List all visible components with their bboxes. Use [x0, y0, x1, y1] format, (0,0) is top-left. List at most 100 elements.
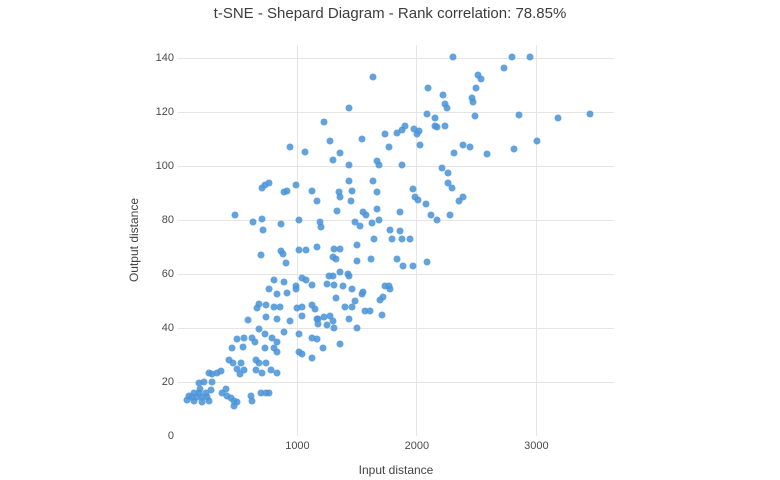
data-point: [533, 137, 541, 145]
data-point: [375, 216, 383, 224]
data-point: [195, 379, 203, 387]
data-point: [217, 367, 225, 375]
data-point: [198, 393, 206, 401]
data-point: [431, 114, 439, 122]
data-point: [370, 235, 378, 243]
y-gridline: [178, 57, 614, 59]
data-point: [477, 75, 485, 83]
data-point: [398, 235, 406, 243]
data-point: [280, 328, 288, 336]
data-point: [335, 188, 343, 196]
data-point: [225, 356, 233, 364]
y-tick-label: 40: [161, 322, 174, 335]
data-point: [218, 389, 226, 397]
data-point: [200, 378, 208, 386]
data-point: [466, 143, 474, 151]
data-point: [293, 304, 301, 312]
data-point: [320, 118, 328, 126]
data-point: [302, 276, 310, 284]
data-point: [381, 282, 389, 290]
data-point: [265, 285, 273, 293]
data-point: [248, 334, 256, 342]
data-point: [314, 320, 322, 328]
data-point: [258, 184, 266, 192]
data-point: [314, 315, 322, 323]
data-point: [393, 255, 401, 263]
x-gridline: [535, 45, 537, 436]
data-point: [233, 398, 241, 406]
data-point: [270, 344, 278, 352]
data-point: [295, 246, 303, 254]
data-point: [292, 285, 300, 293]
x-tick-label: 3000: [524, 440, 549, 452]
data-point: [207, 386, 215, 394]
data-point: [336, 268, 344, 275]
data-point: [265, 179, 273, 187]
data-point: [369, 177, 377, 185]
data-point: [359, 288, 367, 296]
data-point: [455, 197, 463, 205]
data-point: [203, 393, 211, 401]
data-point: [333, 207, 341, 215]
y-tick-label: 0: [167, 430, 174, 442]
data-point: [348, 285, 356, 293]
data-point: [409, 262, 417, 270]
data-point: [319, 344, 327, 352]
data-point: [332, 255, 340, 263]
data-point: [326, 312, 334, 320]
chart-title: t-SNE - Shepard Diagram - Rank correlati…: [213, 5, 567, 22]
data-point: [261, 181, 269, 189]
y-tick-label: 140: [155, 52, 174, 65]
data-point: [423, 258, 431, 266]
data-point: [262, 359, 270, 367]
data-point: [313, 243, 321, 251]
data-point: [424, 84, 432, 92]
y-gridline: [178, 327, 614, 329]
data-point: [251, 338, 259, 346]
x-gridline: [416, 45, 418, 436]
data-point: [231, 211, 239, 219]
data-point: [205, 397, 213, 405]
data-point: [208, 378, 216, 386]
data-point: [373, 188, 381, 196]
data-point: [326, 137, 334, 145]
data-point: [336, 340, 344, 348]
data-point: [248, 397, 256, 405]
data-point: [308, 281, 316, 289]
x-tick-label: 1000: [285, 440, 310, 452]
data-point: [459, 193, 467, 201]
data-point: [240, 334, 248, 342]
data-point: [351, 297, 359, 305]
y-gridline: [178, 165, 614, 167]
data-point: [311, 305, 319, 313]
data-point: [399, 262, 407, 270]
data-point: [446, 211, 454, 219]
data-point: [316, 218, 324, 226]
data-point: [339, 282, 347, 290]
data-point: [280, 278, 288, 286]
data-point: [190, 397, 198, 405]
data-point: [247, 392, 255, 400]
x-tick-label: 2000: [404, 440, 430, 452]
data-point: [230, 402, 238, 410]
data-point: [198, 398, 206, 406]
data-point: [295, 330, 303, 338]
data-point: [317, 223, 325, 231]
data-point: [483, 150, 491, 158]
data-point: [348, 303, 356, 311]
data-point: [379, 293, 387, 301]
data-point: [336, 149, 344, 157]
data-point: [358, 135, 366, 143]
data-point: [239, 343, 246, 351]
data-point: [368, 219, 375, 227]
data-point: [515, 111, 523, 119]
data-point: [348, 187, 356, 195]
data-point: [261, 344, 269, 352]
data-point: [329, 156, 337, 164]
data-point: [267, 366, 275, 374]
data-point: [213, 369, 221, 377]
x-gridline: [296, 45, 298, 436]
data-point: [427, 211, 435, 219]
data-point: [298, 303, 306, 311]
data-point: [255, 300, 263, 308]
